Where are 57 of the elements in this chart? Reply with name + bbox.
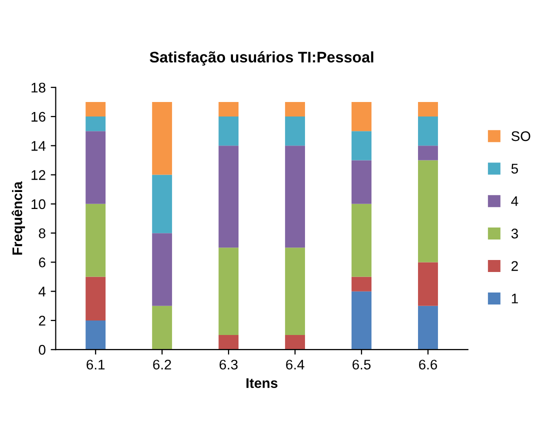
bar xyxy=(352,291,372,350)
x-tick-label: 6.4 xyxy=(286,360,304,370)
bar xyxy=(152,233,172,306)
bar xyxy=(352,160,372,204)
x-tick-label: 6.6 xyxy=(419,360,438,370)
bar xyxy=(152,102,172,175)
bar xyxy=(86,131,106,204)
bar xyxy=(86,102,106,117)
bar xyxy=(218,335,239,350)
bar xyxy=(352,204,372,277)
bar xyxy=(285,146,305,248)
bar xyxy=(418,102,438,117)
bar xyxy=(418,306,438,350)
bar xyxy=(152,174,172,234)
bar xyxy=(86,204,106,277)
bar xyxy=(218,248,239,336)
bar xyxy=(218,102,239,117)
bar xyxy=(285,248,305,336)
bar xyxy=(285,116,305,146)
bar xyxy=(418,146,438,160)
y-tick-label: 10 xyxy=(32,199,46,210)
y-axis-title: Frequência xyxy=(12,181,25,255)
x-tick-label: 6.2 xyxy=(153,360,172,370)
x-axis-title: Itens xyxy=(246,378,278,388)
x-tick-label: 6.1 xyxy=(86,360,105,370)
y-tick-label: 8 xyxy=(38,228,46,238)
y-tick-label: 16 xyxy=(32,112,46,122)
x-tick-label: 6.3 xyxy=(220,360,238,370)
legend-label: SO xyxy=(511,131,530,142)
bar xyxy=(86,116,106,132)
x-tick-label: 6.5 xyxy=(352,360,371,370)
legend-label: 2 xyxy=(512,261,518,271)
y-tick-label: 4 xyxy=(38,286,46,296)
bar xyxy=(218,146,239,248)
bar xyxy=(86,320,106,350)
bar xyxy=(86,276,106,320)
y-tick-label: 0 xyxy=(38,344,46,355)
bar xyxy=(285,102,305,117)
legend-label: 5 xyxy=(511,164,518,174)
y-tick-label: 18 xyxy=(32,82,46,93)
bar xyxy=(418,262,438,306)
legend-label: 4 xyxy=(511,196,518,206)
bar xyxy=(152,306,172,350)
chart-title: Satisfação usuários TI:Pessoal xyxy=(150,51,374,66)
bar xyxy=(418,116,438,146)
y-tick-label: 2 xyxy=(38,316,46,326)
bar xyxy=(218,116,239,146)
bar xyxy=(418,160,438,262)
bar xyxy=(352,131,372,160)
y-tick-label: 14 xyxy=(32,141,46,151)
y-tick-label: 6 xyxy=(38,258,46,268)
bar xyxy=(352,276,372,292)
legend-label: 3 xyxy=(511,228,518,238)
bar xyxy=(285,335,305,350)
y-tick-label: 12 xyxy=(32,170,46,180)
bar xyxy=(352,102,372,132)
legend-label: 1 xyxy=(512,294,518,304)
